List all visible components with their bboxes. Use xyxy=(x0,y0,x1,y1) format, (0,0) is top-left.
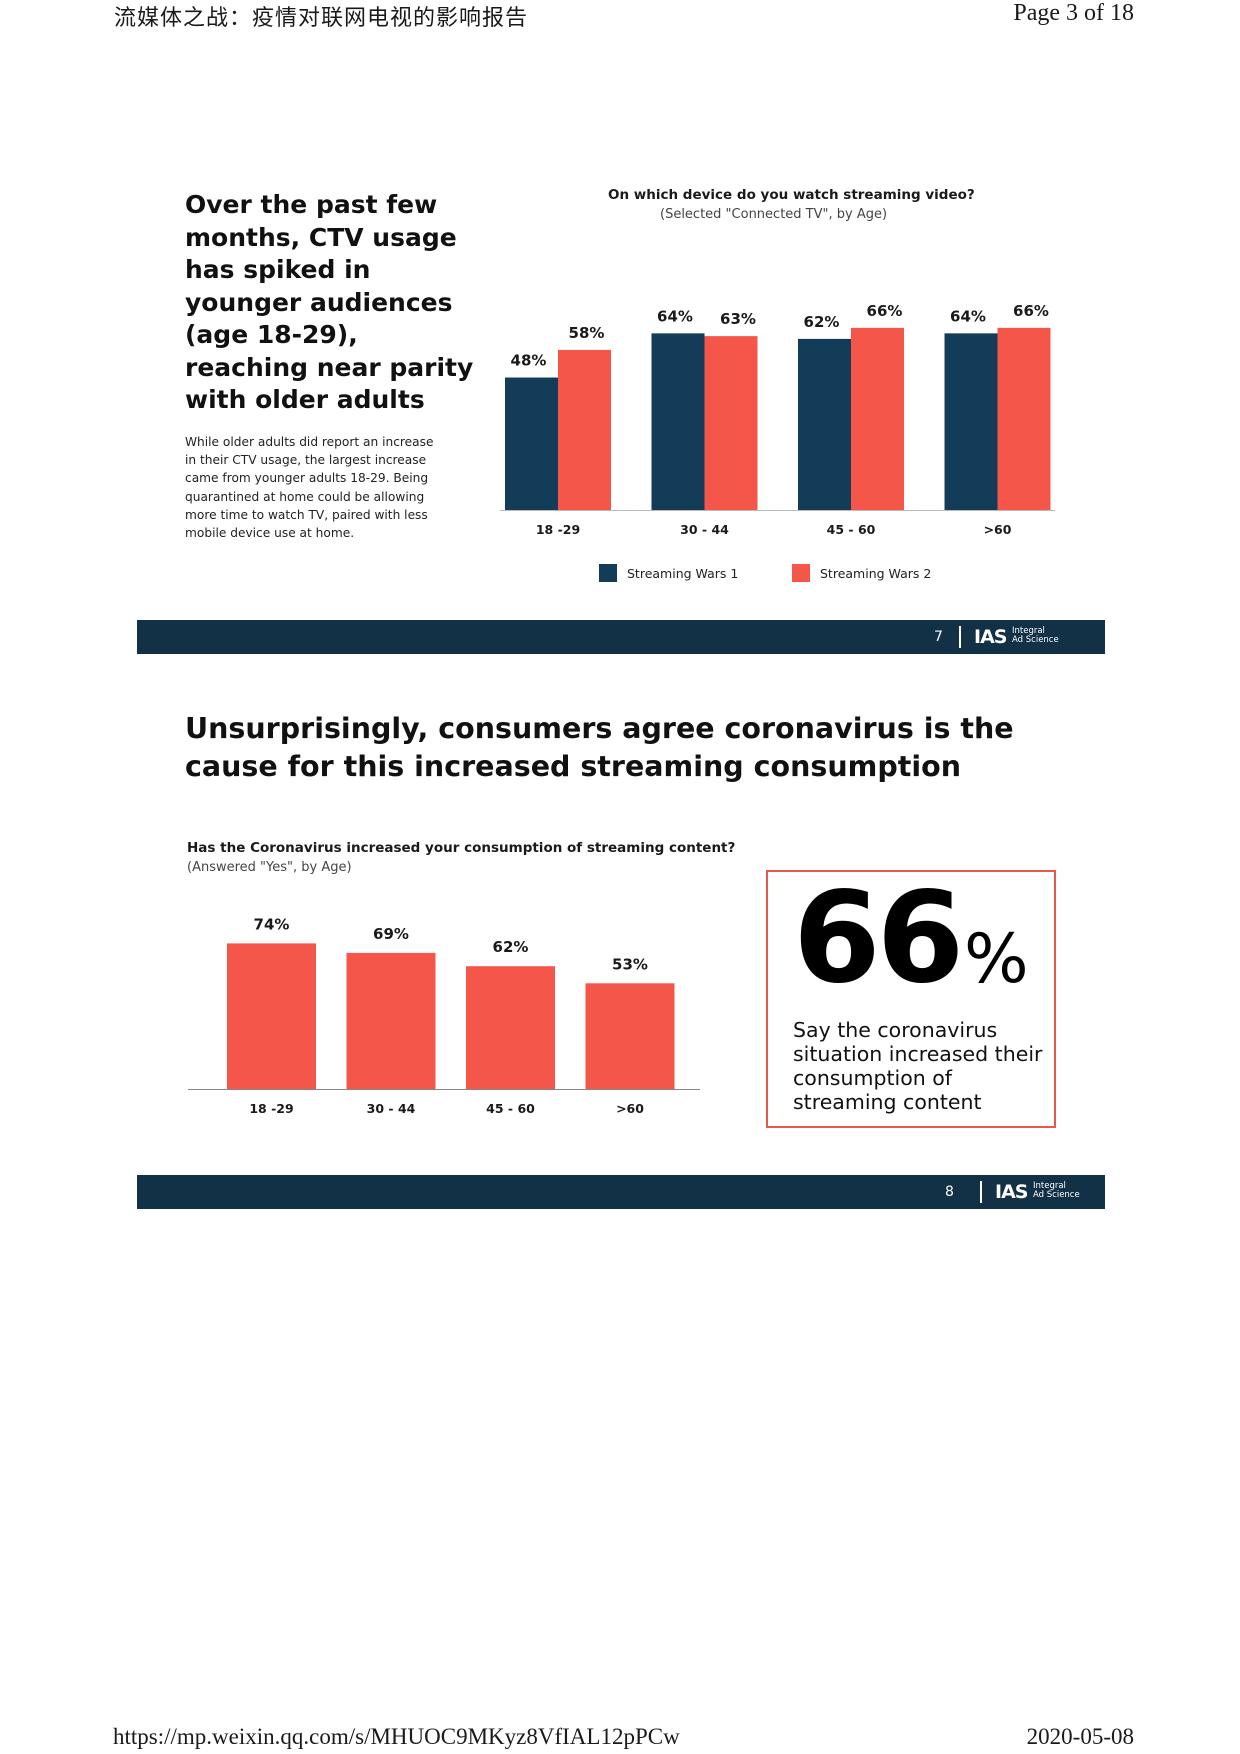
ias-logo-sub2: Ad Science xyxy=(1012,635,1059,645)
legend-item-streaming-wars-1: Streaming Wars 1 xyxy=(599,564,738,582)
data-label: 62% xyxy=(804,313,840,331)
data-label: 66% xyxy=(867,302,903,320)
bar-1-3 xyxy=(798,338,851,510)
bar-2 xyxy=(346,952,436,1089)
grouped-bar-chart: 48% 58% 18 -29 64% 63% 30 - 44 62% 66% 45 - 60 64… xyxy=(500,302,1055,537)
ias-logo-sub1: Integral xyxy=(1012,626,1045,636)
stat-description: Say the coronavirus situation increased … xyxy=(793,1018,1043,1114)
publish-date: 2020-05-08 xyxy=(1026,1724,1134,1749)
bar-1-1 xyxy=(505,377,558,510)
category-label: >60 xyxy=(984,522,1012,537)
data-label: 58% xyxy=(569,324,605,342)
category-label: 18 -29 xyxy=(249,1101,293,1116)
chart-subtitle: (Selected "Connected TV", by Age) xyxy=(660,207,888,222)
legend-label: Streaming Wars 2 xyxy=(820,565,932,581)
category-label: >60 xyxy=(616,1101,644,1116)
bar-2-1 xyxy=(558,349,611,510)
data-label: 69% xyxy=(373,925,409,943)
slide-body-text: While older adults did report an increas… xyxy=(185,435,434,541)
legend-swatch xyxy=(599,564,617,582)
data-label: 64% xyxy=(657,307,693,325)
footer-divider xyxy=(980,1181,982,1203)
stat-number: 66 xyxy=(793,864,964,1011)
data-label: 74% xyxy=(254,915,290,933)
legend-item-streaming-wars-2: Streaming Wars 2 xyxy=(792,564,931,582)
ias-logo: IAS xyxy=(974,626,1007,648)
bar-chart: 74% 18 -29 69% 30 - 44 62% 45 - 60 53% >60 xyxy=(188,915,700,1116)
slide-heading: Unsurprisingly, consumers agree coronavi… xyxy=(185,712,1014,783)
category-label: 18 -29 xyxy=(536,522,580,537)
source-url: https://mp.weixin.qq.com/s/MHUOC9MKyz8Vf… xyxy=(113,1724,680,1749)
bar-1 xyxy=(227,943,316,1089)
slide-page-number: 7 xyxy=(934,629,943,645)
slide-footer-band: 8 IAS Integral Ad Science xyxy=(137,1175,1105,1209)
data-label: 63% xyxy=(720,310,756,328)
data-label: 48% xyxy=(511,352,547,370)
data-label: 53% xyxy=(612,955,648,973)
slide-heading: Over the past few months, CTV usage has … xyxy=(185,190,474,414)
ias-logo-sub2: Ad Science xyxy=(1033,1190,1080,1200)
data-label: 62% xyxy=(493,938,529,956)
bar-1-2 xyxy=(651,333,705,510)
stat-callout-box: 66 % Say the coronavirus situation incre… xyxy=(766,864,1056,1128)
category-label: 45 - 60 xyxy=(827,522,876,537)
stat-percent-sign: % xyxy=(964,920,1029,999)
footer-divider xyxy=(959,626,961,648)
bar-4 xyxy=(585,983,675,1089)
data-label: 64% xyxy=(950,307,986,325)
ias-logo: IAS xyxy=(995,1181,1028,1203)
legend-swatch xyxy=(792,564,810,582)
bar-2-3 xyxy=(851,327,904,510)
slide-page-number: 8 xyxy=(945,1184,954,1200)
category-label: 30 - 44 xyxy=(680,522,729,537)
bar-3 xyxy=(466,966,555,1089)
chart-title: On which device do you watch streaming v… xyxy=(608,187,975,203)
data-label: 66% xyxy=(1013,302,1049,320)
category-label: 45 - 60 xyxy=(486,1101,535,1116)
bar-2-4 xyxy=(997,327,1051,510)
bar-2-2 xyxy=(704,336,758,510)
slide-footer-band: 7 IAS Integral Ad Science xyxy=(137,620,1105,654)
page-indicator: Page 3 of 18 xyxy=(1013,0,1134,26)
legend-label: Streaming Wars 1 xyxy=(627,565,739,581)
document-title: 流媒体之战：疫情对联网电视的影响报告 xyxy=(114,5,529,30)
ias-logo-sub1: Integral xyxy=(1033,1181,1066,1191)
chart-subtitle: (Answered "Yes", by Age) xyxy=(187,860,352,875)
bar-1-4 xyxy=(944,333,998,510)
category-label: 30 - 44 xyxy=(367,1101,416,1116)
chart-title: Has the Coronavirus increased your consu… xyxy=(187,840,736,856)
